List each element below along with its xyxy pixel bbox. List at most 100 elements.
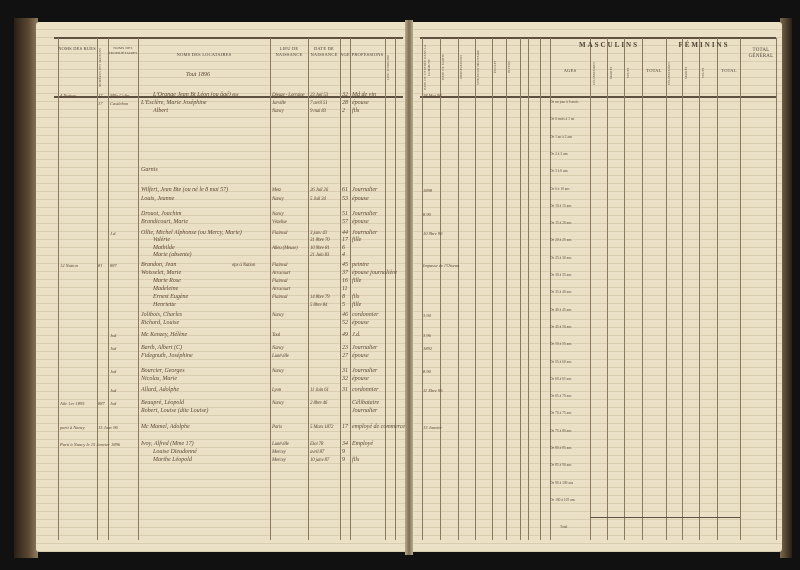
age-range-label: De 30 à 35 ans bbox=[550, 273, 572, 277]
birthdate-cell: 31 8bre 70 bbox=[310, 238, 330, 243]
column-rule bbox=[642, 38, 643, 540]
column-rule bbox=[58, 38, 59, 540]
birthdate-cell: 3 janv 43 bbox=[310, 231, 327, 236]
tenant-name-cell: Ivoy, Alfred (Mme 17) bbox=[141, 441, 194, 447]
profession-cell: Md de vin bbox=[352, 92, 376, 98]
entry-date-cell: 28 Mai 98 bbox=[423, 93, 442, 98]
birthplace-cell: Paris bbox=[272, 425, 282, 430]
entry-date-cell: 3.96 bbox=[423, 333, 431, 338]
street-cell: Aile 1er 1895 bbox=[60, 401, 85, 406]
header-house-no: Numéros des maisons bbox=[98, 47, 102, 87]
profession-cell: fils bbox=[352, 457, 360, 463]
birthplace-cell: Nancy bbox=[272, 401, 284, 406]
profession-cell: épouse bbox=[352, 196, 369, 202]
column-rule bbox=[492, 38, 493, 540]
age-cell: 32 bbox=[342, 376, 348, 382]
owner-cell: Jxd bbox=[110, 369, 117, 374]
birthplace-cell: Alleu (Meuse) bbox=[272, 246, 298, 251]
register-row: Louis, Jeanne Nancy 5 Juil 34 53 épouse bbox=[36, 196, 409, 203]
age-range-label: De 6 à 10 ans bbox=[550, 186, 570, 191]
tenant-name-cell: Madeleine bbox=[153, 286, 179, 292]
rule bbox=[54, 37, 403, 39]
header-m-total: Total bbox=[646, 68, 662, 73]
tenant-name-cell: Louis, Jeanne bbox=[141, 196, 175, 202]
age-cell: 9 bbox=[342, 449, 345, 455]
age-cell: 28 bbox=[342, 100, 348, 106]
birthplace-cell: Metz bbox=[272, 188, 281, 193]
left-page: Noms des rues Numéros des maisons Noms d… bbox=[36, 22, 409, 552]
tenant-name-cell: Mathilde bbox=[153, 245, 175, 251]
profession-cell: épouse journalière bbox=[352, 270, 397, 276]
entry-date-cell: 1892 bbox=[423, 346, 432, 351]
right-page: Date de l'entrée dans la commune Date de… bbox=[410, 22, 782, 552]
tenant-name-cell: Mc Kenzey, Hélène bbox=[141, 332, 188, 338]
house-number-cell: 81 bbox=[98, 263, 103, 268]
birthdate-cell: 26 Juil 26 bbox=[310, 188, 328, 193]
owner-cell: J.d. bbox=[110, 231, 117, 236]
birthplace-cell: Dieuze - Lorraine bbox=[272, 93, 305, 98]
age-range-label: De 50 à 55 ans bbox=[550, 342, 572, 347]
birthplace-cell: Lunéville bbox=[272, 442, 289, 447]
street-cell: parti à Nancy bbox=[60, 425, 85, 430]
register-row: 17 Castlebon L'Esclère, Marie Joséphine Jar… bbox=[36, 100, 409, 107]
age-range-label: De 2 à 3 ans bbox=[550, 151, 568, 156]
age-range-label: De 1 an à 2 ans bbox=[550, 134, 573, 139]
birthplace-cell: Lunéville bbox=[272, 354, 289, 359]
birthplace-cell: Toul bbox=[272, 333, 280, 338]
header-exit-date: Date de sortie bbox=[441, 53, 445, 81]
age-range-label: De 85 à 90 ans bbox=[550, 463, 572, 468]
age-cell: 51 bbox=[342, 211, 348, 217]
street-cell: 12 Nation bbox=[60, 263, 78, 268]
tenant-name-cell: Ollie, Michel Alphonse (ou Mercy, Marie) bbox=[141, 230, 242, 236]
header-f-veufs: Veufs bbox=[701, 67, 705, 79]
profession-cell: peintre bbox=[352, 262, 369, 268]
birthplace-cell: Mercey bbox=[272, 458, 286, 463]
column-rule bbox=[308, 38, 309, 540]
header-f-celib: Célibataires bbox=[667, 61, 671, 85]
house-number-cell: 17 bbox=[98, 101, 103, 106]
owner-cell: Mlle Colin bbox=[110, 93, 130, 98]
entry-date-cell: 11 Xbre 96 bbox=[423, 388, 443, 393]
profession-cell: épouse bbox=[352, 100, 369, 106]
tenant-name-cell: Jolibois, Charles bbox=[141, 312, 183, 318]
owner-cell: Jxd bbox=[110, 333, 117, 338]
age-range-label: De 20 à 25 ans bbox=[550, 238, 572, 243]
birthplace-cell: Vézelise bbox=[272, 220, 287, 225]
age-range-label: De 90 à 100 ans bbox=[550, 480, 574, 485]
tenant-name-cell: L'Orange Jean Bt Léon (ou âgé) bbox=[153, 92, 231, 98]
age-cell: 23 bbox=[342, 345, 348, 351]
tenant-name-cell: Beaupré, Léopold bbox=[141, 400, 184, 406]
register-row: Aile 1er 1895 887 Jxd Beaupré, Léopold Nancy… bbox=[36, 400, 409, 407]
register-row: Wilfert, Jean Bte (ou né le 8 mai 57) Met… bbox=[36, 187, 409, 194]
column-rule bbox=[624, 38, 625, 540]
entry-date-cell: Impasse de l'Oiseau bbox=[423, 263, 460, 268]
header-feminins: Féminins bbox=[678, 41, 730, 49]
tenant-name-cell: Marie Rose bbox=[153, 278, 181, 284]
age-cell: 57 bbox=[342, 219, 348, 225]
column-rule bbox=[97, 38, 98, 540]
age-cell: 34 bbox=[342, 441, 348, 447]
total-label: Total bbox=[560, 525, 568, 529]
tenant-name-cell: Marthe Léopold bbox=[153, 457, 192, 463]
birthdate-cell: 5 Juil 34 bbox=[310, 197, 326, 202]
birthplace-cell: Nancy bbox=[272, 369, 284, 374]
age-cell: 4 bbox=[342, 252, 345, 258]
column-rule bbox=[528, 38, 529, 540]
tenant-name-cell: Fidegnuth, Joséphine bbox=[141, 353, 193, 359]
entry-date-cell: 10 9bre 90 bbox=[423, 231, 443, 236]
register-row: Jolibois, Charles Nancy 46 cordonnier bbox=[36, 312, 409, 319]
header-birthplace: Lieu de naissance bbox=[275, 46, 303, 57]
house-number-cell: 17 bbox=[98, 93, 103, 98]
age-cell: 32 bbox=[342, 92, 348, 98]
age-cell: 17 bbox=[342, 237, 348, 243]
entry-date-cell: 1898 bbox=[423, 188, 432, 193]
register-row: Woisselet, Marie Arracourt 37 épouse journa… bbox=[36, 270, 409, 277]
age-cell: 45 bbox=[342, 262, 348, 268]
age-range-label: De un jour à 6 mois bbox=[550, 100, 579, 104]
house-number-cell: 887 bbox=[98, 401, 105, 406]
column-rule bbox=[590, 38, 591, 540]
register-row: parti à Nancy 15 Janv 96 Mc Mamel, Adolphe… bbox=[36, 424, 409, 431]
register-row: Mathilde Alleu (Meuse) 10 9bre 81 6 bbox=[36, 245, 409, 252]
birthplace-cell: Jarville bbox=[272, 101, 286, 106]
column-rule bbox=[340, 38, 341, 540]
